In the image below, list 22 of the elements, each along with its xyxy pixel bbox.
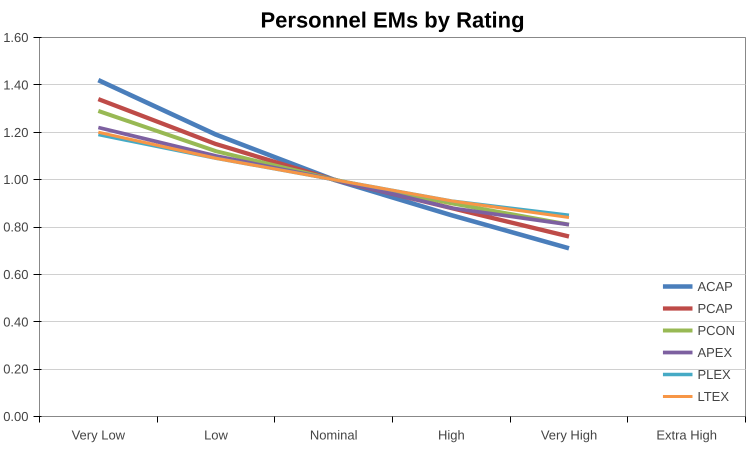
- x-tick-label: Very Low: [72, 428, 126, 442]
- x-tick-label: Very High: [540, 428, 598, 442]
- legend-label: PLEX: [697, 366, 731, 382]
- y-tick-label: 0.00: [3, 409, 29, 424]
- chart-title: Personnel EMs by Rating: [260, 8, 525, 32]
- y-tick-label: 0.20: [3, 362, 29, 377]
- y-tick-label: 0.60: [3, 266, 29, 282]
- legend-label: APEX: [697, 344, 732, 360]
- legend-label: PCON: [697, 322, 735, 338]
- x-tick-label: Low: [204, 428, 229, 442]
- legend-label: LTEX: [697, 388, 729, 404]
- y-tick-label: 1.60: [3, 30, 29, 45]
- y-tick-label: 1.20: [3, 124, 29, 140]
- x-tick-label: Nominal: [310, 428, 358, 442]
- x-tick-label: Extra High: [656, 428, 718, 442]
- legend-label: PCAP: [697, 300, 733, 316]
- y-tick-label: 1.40: [3, 77, 29, 92]
- y-tick-label: 0.40: [3, 314, 29, 330]
- legend-label: ACAP: [697, 278, 733, 294]
- y-tick-label: 0.80: [3, 220, 29, 234]
- x-tick-label: High: [438, 428, 465, 442]
- y-tick-label: 1.00: [3, 172, 29, 188]
